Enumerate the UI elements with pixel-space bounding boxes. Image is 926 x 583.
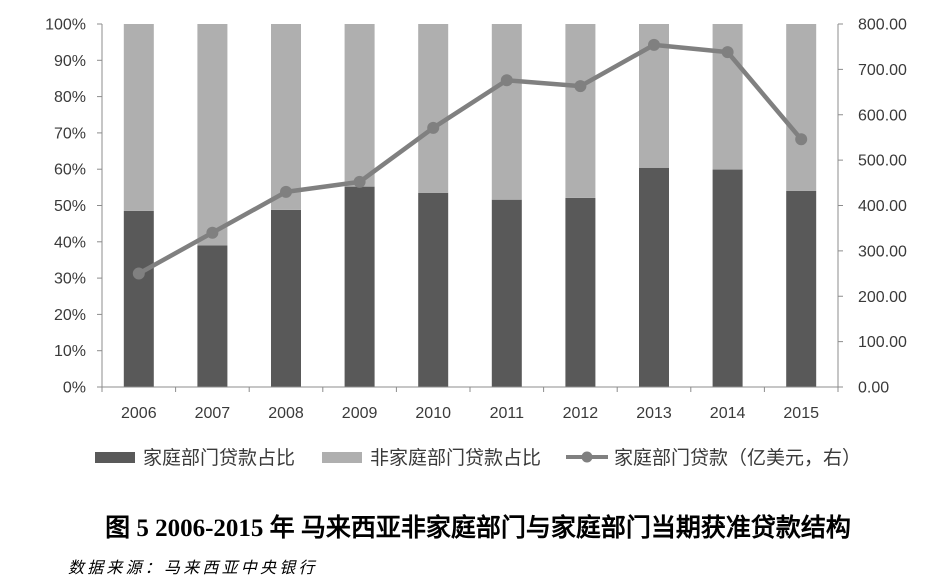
right-tick-label: 300.00 bbox=[858, 243, 907, 260]
left-tick-label: 50% bbox=[54, 198, 86, 215]
x-tick-label-2015: 2015 bbox=[783, 405, 819, 422]
x-tick-label-2010: 2010 bbox=[415, 405, 451, 422]
legend-label-household-loans: 家庭部门贷款（亿美元，右） bbox=[614, 447, 861, 469]
bar-series1-2006 bbox=[123, 210, 154, 387]
bar-series2-2009 bbox=[344, 24, 375, 187]
bar-series1-2013 bbox=[639, 167, 669, 387]
line-point-2015 bbox=[795, 133, 808, 146]
right-tick-label: 600.00 bbox=[858, 107, 907, 124]
right-tick-label: 0.00 bbox=[858, 380, 889, 397]
x-tick-label-2012: 2012 bbox=[563, 405, 599, 422]
right-tick-label: 400.00 bbox=[858, 198, 907, 215]
line-point-2013 bbox=[648, 38, 660, 51]
right-tick-label: 200.00 bbox=[858, 289, 907, 306]
legend-swatch-household-share bbox=[95, 452, 135, 463]
legend-swatch-household-loans-marker bbox=[581, 451, 593, 463]
bar-series1-2007 bbox=[197, 245, 228, 387]
bar-series1-2011 bbox=[491, 199, 522, 387]
bar-series1-2015 bbox=[786, 190, 817, 387]
x-tick-label-2011: 2011 bbox=[490, 405, 525, 422]
left-tick-label: 20% bbox=[54, 307, 86, 324]
x-tick-label-2014: 2014 bbox=[710, 405, 746, 422]
right-tick-label: 100.00 bbox=[858, 334, 907, 351]
legend-swatch-non-household-share bbox=[322, 452, 362, 463]
bar-series2-2008 bbox=[271, 24, 301, 210]
plot-area: 0% 10% 20% 30% 40% 50% 60% 70% 80% 90% 100% 0.00 100… bbox=[45, 17, 907, 423]
line-point-2010 bbox=[427, 121, 440, 134]
bar-series2-2012 bbox=[565, 24, 596, 198]
x-tick-label-2006: 2006 bbox=[121, 405, 157, 422]
line-point-2009 bbox=[353, 175, 366, 188]
legend-label-household-share: 家庭部门贷款占比 bbox=[143, 447, 295, 469]
left-tick-label: 40% bbox=[54, 234, 86, 251]
axes-group: 0% 10% 20% 30% 40% 50% 60% 70% 80% 90% 100% 0.00 100… bbox=[45, 17, 907, 423]
line-series-group bbox=[132, 38, 808, 280]
left-tick-label: 100% bbox=[45, 17, 86, 34]
bar-series2-2014 bbox=[712, 24, 743, 170]
left-tick-label: 90% bbox=[54, 53, 86, 70]
legend-label-non-household-share: 非家庭部门贷款占比 bbox=[370, 447, 541, 469]
bar-series2-2015 bbox=[786, 24, 817, 191]
line-point-2008 bbox=[280, 185, 292, 198]
left-tick-label: 70% bbox=[54, 125, 86, 142]
bar-series1-2012 bbox=[565, 197, 596, 387]
bars-group bbox=[123, 24, 817, 387]
left-tick-label: 10% bbox=[54, 343, 86, 360]
x-tick-label-2013: 2013 bbox=[636, 405, 672, 422]
bar-series1-2014 bbox=[712, 169, 743, 387]
bar-series1-2009 bbox=[344, 186, 375, 387]
line-household-loans bbox=[137, 42, 803, 276]
bar-series1-2010 bbox=[418, 192, 449, 387]
line-point-2012 bbox=[574, 80, 587, 93]
bar-series2-2011 bbox=[491, 24, 522, 200]
bar-series2-2010 bbox=[418, 24, 449, 193]
x-tick-label-2009: 2009 bbox=[342, 405, 378, 422]
right-tick-label: 500.00 bbox=[858, 153, 907, 170]
bar-series2-2006 bbox=[123, 24, 154, 211]
line-point-2011 bbox=[500, 74, 513, 87]
line-point-2007 bbox=[206, 226, 219, 239]
line-point-2006 bbox=[132, 267, 145, 280]
data-source-note: 数据来源：马来西亚中央银行 bbox=[68, 559, 318, 577]
left-tick-label: 60% bbox=[54, 162, 86, 179]
bar-series2-2007 bbox=[197, 24, 228, 246]
figure-caption: 图 5 2006-2015 年 马来西亚非家庭部门与家庭部门当期获准贷款结构 bbox=[105, 513, 851, 542]
x-tick-label-2007: 2007 bbox=[195, 405, 231, 422]
line-point-2014 bbox=[721, 46, 734, 59]
right-tick-label: 800.00 bbox=[858, 17, 907, 34]
legend: 家庭部门贷款占比 非家庭部门贷款占比 家庭部门贷款（亿美元，右） bbox=[95, 447, 861, 469]
right-tick-label: 700.00 bbox=[858, 62, 907, 79]
x-tick-label-2008: 2008 bbox=[268, 405, 304, 422]
bar-series1-2008 bbox=[271, 209, 301, 387]
left-tick-label: 80% bbox=[54, 89, 86, 106]
left-tick-label: 30% bbox=[54, 271, 86, 288]
left-tick-label: 0% bbox=[63, 380, 86, 397]
